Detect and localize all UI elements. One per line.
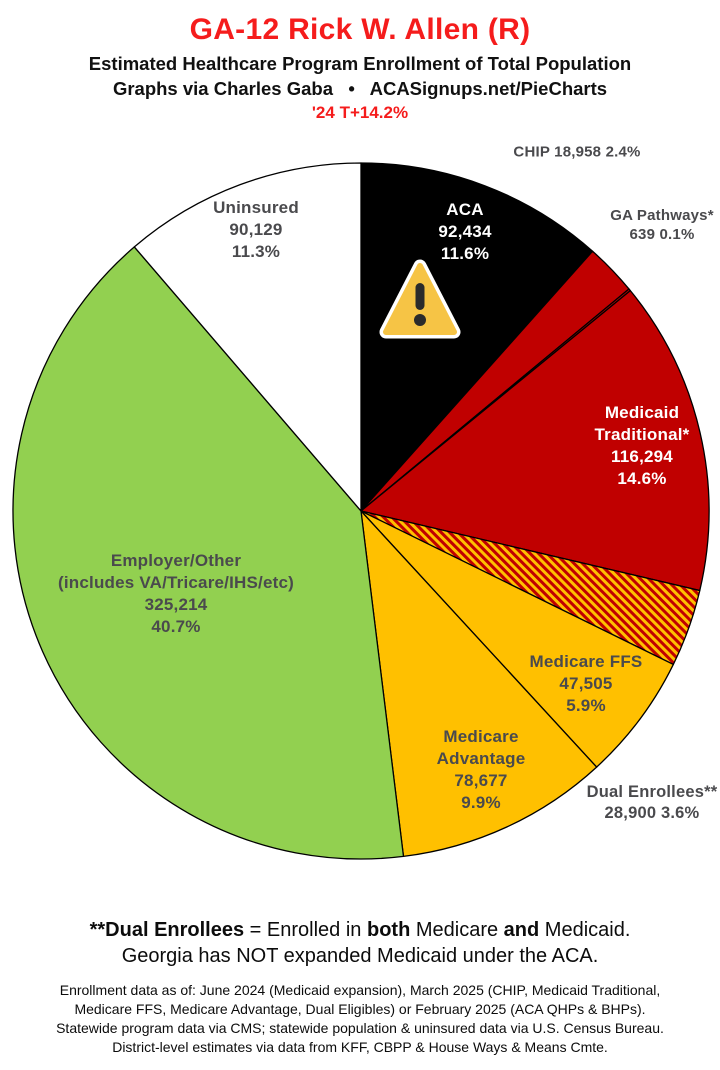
employer-pct: 40.7% (151, 617, 201, 636)
dual-value: 28,900 3.6% (604, 804, 700, 822)
pie-label-chip: CHIP 18,958 2.4% (513, 143, 640, 162)
advantage-value: 78,677 (454, 771, 508, 790)
employer-value: 325,214 (144, 595, 208, 614)
ffs-value: 47,505 (559, 674, 613, 693)
footnote-bold-and: and (503, 919, 540, 941)
credit-line: Graphs via Charles Gaba • ACASignups.net… (112, 78, 608, 99)
advantage-name-2: Advantage (436, 749, 526, 768)
warning-icon (379, 256, 461, 342)
pie-label-dual-enrollees: Dual Enrollees** 28,900 3.6% (587, 782, 718, 824)
footnote-text-3: Medicaid. (539, 919, 631, 941)
pie-slice-uninsured (133, 162, 362, 512)
exclamation-bar (415, 283, 425, 310)
uninsured-name: Uninsured (213, 198, 299, 217)
pie-slice-aca (360, 162, 594, 512)
pie-label-medicare-ffs: Medicare FFS 47,505 5.9% (530, 651, 643, 717)
pie-slice-employer-other (12, 246, 405, 860)
medicaid-pct: 14.6% (617, 469, 667, 488)
ffs-pct: 5.9% (566, 696, 606, 715)
medicaid-name-1: Medicaid (604, 403, 680, 422)
dual-name: Dual Enrollees** (586, 783, 718, 801)
pie-label-medicaid-traditional: Medicaid Traditional* 116,294 14.6% (595, 402, 690, 490)
uninsured-pct: 11.3% (231, 242, 281, 261)
advantage-name-1: Medicare (443, 727, 519, 746)
footnote-bold-dual: **Dual Enrollees (89, 919, 245, 941)
employer-includes: (includes VA/Tricare/IHS/etc) (57, 573, 295, 592)
pie-label-employer-other: Employer/Other (includes VA/Tricare/IHS/… (58, 550, 294, 638)
ffs-name: Medicare FFS (529, 652, 643, 671)
aca-value: 92,434 (438, 222, 492, 241)
footnote-text-1: = Enrolled in (244, 919, 367, 941)
ga-pathways-name: GA Pathways* (610, 207, 714, 224)
pie-label-ga-pathways: GA Pathways* 639 0.1% (610, 206, 714, 244)
exclamation-dot (414, 314, 426, 326)
pie-label-aca: ACA 92,434 11.6% (438, 199, 491, 265)
trend-note: '24 T+14.2% (311, 103, 409, 122)
footnote-bold-both: both (366, 919, 411, 941)
footnote-medicaid-expansion: Georgia has NOT expanded Medicaid under … (121, 945, 599, 967)
pie-label-medicare-advantage: Medicare Advantage 78,677 9.9% (437, 726, 526, 814)
page-title: GA-12 Rick W. Allen (R) (189, 13, 531, 46)
data-sources-note: Enrollment data as of: June 2024 (Medica… (56, 982, 664, 1055)
aca-name: ACA (446, 200, 484, 219)
medicaid-name-2: Traditional* (594, 425, 690, 444)
employer-name: Employer/Other (110, 551, 242, 570)
medicaid-value: 116,294 (611, 447, 673, 466)
chip-line: CHIP 18,958 2.4% (513, 143, 641, 161)
footnote-text-2: Medicare (410, 919, 504, 941)
pie-slice-medicaid-traditional (360, 289, 710, 592)
uninsured-value: 90,129 (229, 220, 283, 239)
pie-slice-medicare-ffs (360, 510, 674, 768)
pie-label-uninsured: Uninsured 90,129 11.3% (213, 197, 299, 263)
ga-pathways-value: 639 0.1% (629, 226, 695, 243)
chart-subtitle: Estimated Healthcare Program Enrollment … (88, 53, 632, 74)
advantage-pct: 9.9% (461, 793, 501, 812)
pie-slice-medicare-advantage (360, 510, 598, 858)
aca-pct: 11.6% (440, 244, 490, 263)
footnote-dual-enrollees: **Dual Enrollees = Enrolled in both Medi… (0, 917, 720, 943)
